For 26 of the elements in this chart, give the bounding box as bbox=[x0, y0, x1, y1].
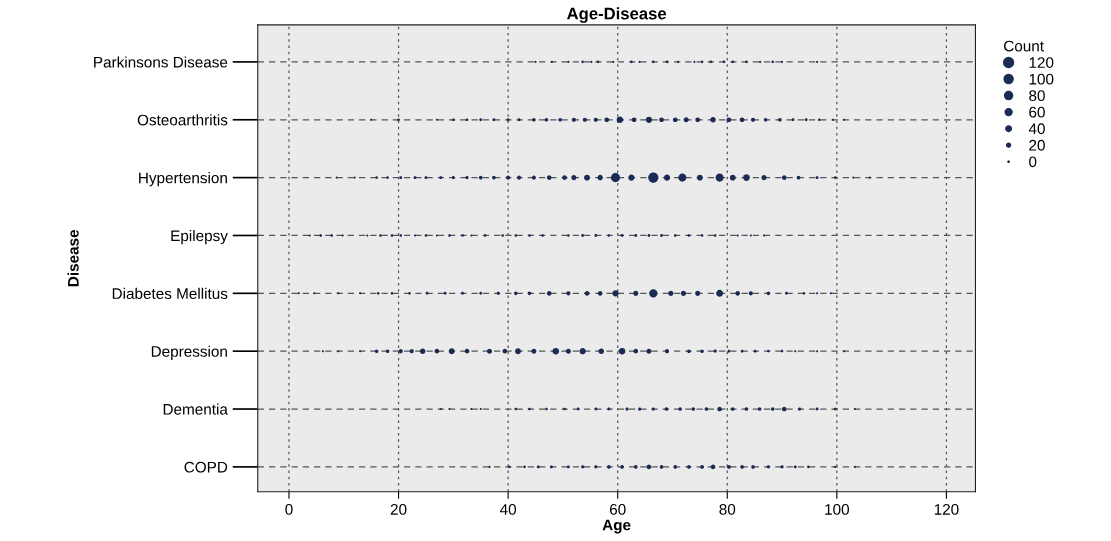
legend-label: 20 bbox=[1029, 139, 1045, 151]
legend-label: 100 bbox=[1029, 73, 1054, 85]
x-tick-label: 0 bbox=[285, 503, 293, 515]
x-tick-label: 80 bbox=[719, 503, 736, 515]
x-tick-label: 20 bbox=[390, 503, 407, 515]
legend-label: 0 bbox=[1029, 156, 1037, 168]
y-tick-label: Hypertension bbox=[139, 172, 227, 187]
y-tick-label: Parkinsons Disease bbox=[94, 56, 228, 68]
x-axis-title: Age bbox=[602, 519, 631, 534]
chart-title: Age-Disease bbox=[567, 7, 667, 23]
legend-label: 40 bbox=[1028, 123, 1045, 135]
y-tick-label: Dementia bbox=[163, 403, 228, 415]
y-axis-title: Disease bbox=[67, 229, 79, 287]
y-tick-label: COPD bbox=[184, 461, 228, 473]
legend-label: 60 bbox=[1029, 106, 1045, 118]
x-tick-label: 100 bbox=[825, 503, 849, 515]
x-tick-label: 60 bbox=[609, 503, 626, 515]
x-tick-label: 40 bbox=[499, 503, 517, 515]
y-tick-label: Epilepsy bbox=[171, 229, 228, 245]
y-tick-label: Osteoarthritis bbox=[137, 114, 228, 126]
legend-label: 80 bbox=[1029, 90, 1045, 102]
y-tick-label: Depression bbox=[151, 345, 227, 360]
legend-label: 120 bbox=[1029, 57, 1054, 68]
legend-title: Count bbox=[1004, 40, 1044, 52]
x-tick-label: 120 bbox=[934, 503, 959, 515]
y-tick-label: Diabetes Mellitus bbox=[112, 287, 228, 300]
